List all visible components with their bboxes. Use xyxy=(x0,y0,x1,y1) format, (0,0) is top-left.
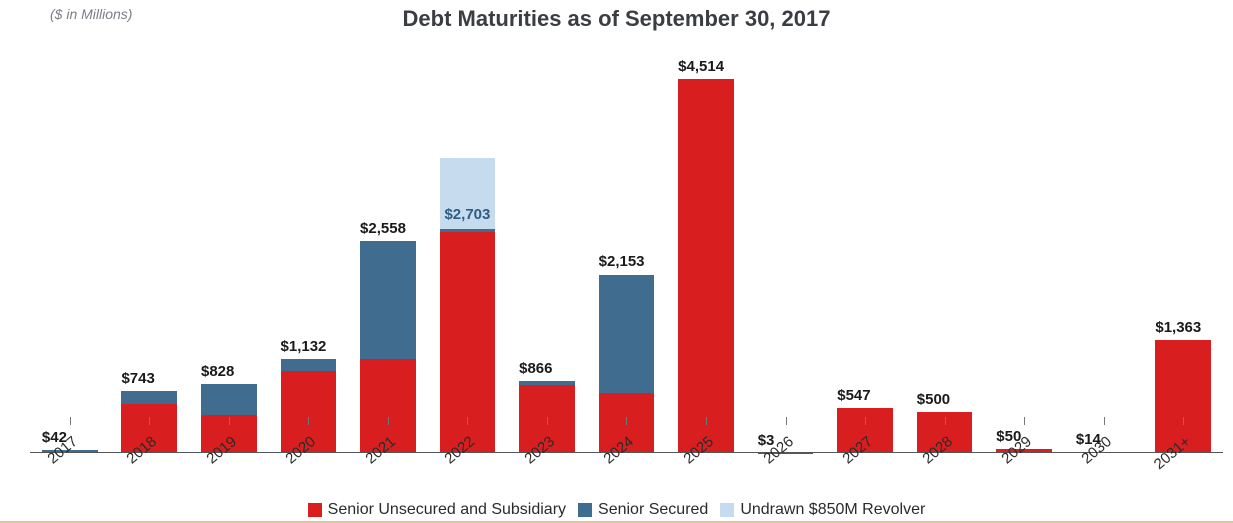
bar-data-label: $866 xyxy=(519,360,552,377)
legend-item-senior_unsecured: Senior Unsecured and Subsidiary xyxy=(308,501,566,519)
bar-stack: $2,153 xyxy=(599,274,655,453)
legend-swatch xyxy=(720,503,734,517)
bar-data-label: $743 xyxy=(121,370,154,387)
legend: Senior Unsecured and Subsidiary Senior Se… xyxy=(0,501,1233,519)
bar-data-label: $4,514 xyxy=(678,58,724,75)
x-tick: 2025 xyxy=(666,453,746,489)
x-tick: 2023 xyxy=(507,453,587,489)
tick-mark xyxy=(786,417,787,425)
bar-data-label: $2,703 xyxy=(444,206,490,223)
x-tick: 2031+ xyxy=(1143,453,1223,489)
tick-mark xyxy=(308,417,309,425)
x-tick: 2017 xyxy=(30,453,110,489)
tick-mark xyxy=(865,417,866,425)
tick-mark xyxy=(1104,417,1105,425)
bar-slot-2026: $3 xyxy=(746,55,826,453)
x-tick: 2026 xyxy=(746,453,826,489)
bar-segment-senior_secured xyxy=(599,275,655,394)
bar-segment-senior_secured xyxy=(121,391,177,404)
bar-data-label: $2,153 xyxy=(599,253,645,270)
bar-slot-2025: $4,514 xyxy=(666,55,746,453)
tick-mark xyxy=(229,417,230,425)
x-tick: 2029 xyxy=(984,453,1064,489)
bar-slot-2024: $2,153 xyxy=(587,55,667,453)
x-tick: 2024 xyxy=(587,453,667,489)
legend-label: Senior Unsecured and Subsidiary xyxy=(328,501,566,519)
bar-slot-2018: $743 xyxy=(110,55,190,453)
bars-container: $42 $743 $828 $1,132 $2,558 $2,703 $866 $2,153 $… xyxy=(30,55,1223,453)
x-tick: 2019 xyxy=(189,453,269,489)
x-tick: 2021 xyxy=(348,453,428,489)
bar-segment-senior_secured xyxy=(281,359,337,371)
tick-mark xyxy=(626,417,627,425)
tick-mark xyxy=(467,417,468,425)
bar-slot-2017: $42 xyxy=(30,55,110,453)
bar-data-label: $1,363 xyxy=(1155,319,1201,336)
legend-swatch xyxy=(578,503,592,517)
chart-title: Debt Maturities as of September 30, 2017 xyxy=(0,6,1233,32)
bar-segment-senior_unsecured xyxy=(678,79,734,453)
x-tick: 2030 xyxy=(1064,453,1144,489)
tick-mark xyxy=(706,417,707,425)
bar-slot-2022: $2,703 xyxy=(428,55,508,453)
bar-stack: $2,703 xyxy=(440,158,496,453)
legend-label: Undrawn $850M Revolver xyxy=(740,501,925,519)
bar-slot-2023: $866 xyxy=(507,55,587,453)
bar-slot-2019: $828 xyxy=(189,55,269,453)
bar-slot-2031+: $1,363 xyxy=(1143,55,1223,453)
bar-data-label: $547 xyxy=(837,387,870,404)
bar-stack: $4,514 xyxy=(678,79,734,453)
legend-item-revolver: Undrawn $850M Revolver xyxy=(720,501,925,519)
plot-area: $42 $743 $828 $1,132 $2,558 $2,703 $866 $2,153 $… xyxy=(30,55,1223,453)
tick-mark xyxy=(149,417,150,425)
bar-data-label: $2,558 xyxy=(360,220,406,237)
x-tick: 2018 xyxy=(110,453,190,489)
bar-slot-2030: $14 xyxy=(1064,55,1144,453)
tick-mark xyxy=(547,417,548,425)
bar-slot-2021: $2,558 xyxy=(348,55,428,453)
bar-slot-2028: $500 xyxy=(905,55,985,453)
tick-mark xyxy=(945,417,946,425)
tick-mark xyxy=(1183,417,1184,425)
x-tick: 2020 xyxy=(269,453,349,489)
x-tick: 2027 xyxy=(825,453,905,489)
tick-mark xyxy=(1024,417,1025,425)
bar-data-label: $1,132 xyxy=(281,338,327,355)
bar-data-label: $828 xyxy=(201,363,234,380)
bar-segment-senior_secured xyxy=(360,241,416,359)
bar-slot-2027: $547 xyxy=(825,55,905,453)
x-tick: 2022 xyxy=(428,453,508,489)
x-axis: 2017201820192020202120222023202420252026… xyxy=(30,453,1223,489)
bar-slot-2029: $50 xyxy=(984,55,1064,453)
tick-mark xyxy=(70,417,71,425)
tick-mark xyxy=(388,417,389,425)
legend-label: Senior Secured xyxy=(598,501,708,519)
bar-slot-2020: $1,132 xyxy=(269,55,349,453)
legend-item-senior_secured: Senior Secured xyxy=(578,501,708,519)
debt-maturities-chart: ($ in Millions) Debt Maturities as of Se… xyxy=(0,0,1233,523)
legend-swatch xyxy=(308,503,322,517)
bar-segment-senior_secured xyxy=(201,384,257,415)
x-tick: 2028 xyxy=(905,453,985,489)
bar-data-label: $500 xyxy=(917,391,950,408)
